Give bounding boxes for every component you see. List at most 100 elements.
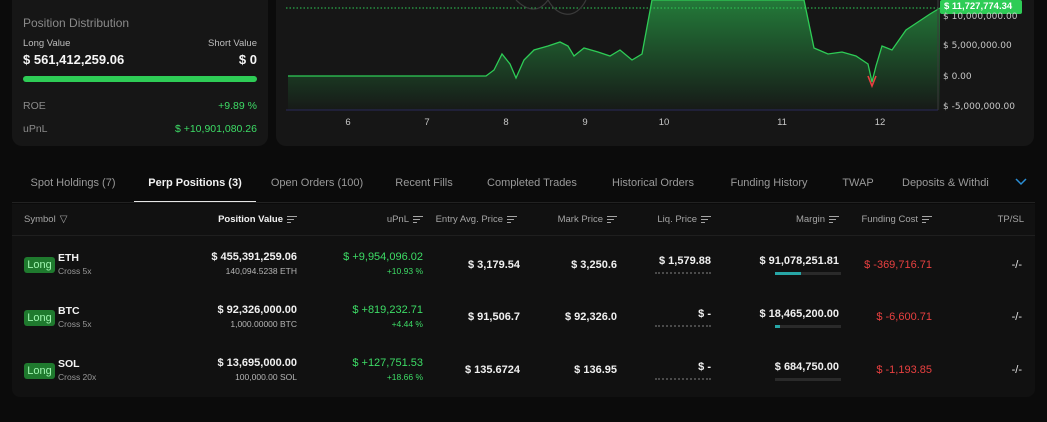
leverage-label: Cross 5x [58, 266, 92, 276]
header-position-value-label: Position Value [218, 214, 283, 225]
coin-symbol[interactable]: ETH [58, 252, 79, 264]
watermark-swirl [515, 0, 549, 10]
margin-value: $ 684,750.00 [774, 361, 839, 373]
liq-distance-indicator [655, 325, 711, 327]
margin-usage-bar [775, 272, 841, 275]
mark-price: $ 92,326.0 [565, 311, 617, 323]
header-symbol-label: Symbol [24, 214, 56, 225]
entry-price: $ 91,506.7 [468, 311, 520, 323]
header-funding-cost[interactable]: Funding Cost [861, 214, 932, 225]
x-tick-label: 12 [874, 117, 886, 128]
pnl-negative-segment [867, 75, 877, 89]
y-tick-label: $ -5,000,000.00 [943, 102, 1015, 112]
upnl-value: $ +10,901,080.26 [174, 123, 257, 135]
tab-historical-orders[interactable]: Historical Orders [612, 176, 694, 189]
tabs-more-chevron-icon[interactable] [1011, 172, 1031, 192]
liq-price: $ - [698, 308, 711, 320]
position-value: $ 92,326,000.00 [217, 304, 297, 316]
leverage-label: Cross 20x [58, 372, 97, 382]
header-liq-price[interactable]: Liq. Price [657, 214, 711, 225]
position-value: $ 455,391,259.06 [211, 251, 297, 263]
header-position-value[interactable]: Position Value [218, 214, 297, 225]
tab-recent-fills[interactable]: Recent Fills [395, 176, 453, 189]
pnl-chart-panel[interactable]: $ 11,727,774.34 $ 10,000,000.00 $ 5,000,… [276, 0, 1034, 146]
leverage-label: Cross 5x [58, 319, 92, 329]
header-mark-price-label: Mark Price [557, 214, 603, 225]
funding-cost: $ -6,600.71 [876, 311, 932, 323]
side-badge: Long [24, 310, 55, 326]
header-funding-cost-label: Funding Cost [861, 214, 918, 225]
mark-price: $ 3,250.6 [571, 259, 617, 271]
margin-usage-fill [775, 325, 781, 328]
margin-usage-fill [775, 272, 802, 275]
watermark-swirl [547, 0, 587, 15]
position-size: 1,000.00000 BTC [230, 319, 297, 329]
sort-icon[interactable] [413, 216, 423, 223]
tab-completed-trades[interactable]: Completed Trades [487, 176, 577, 189]
tpsl-value[interactable]: -/- [1011, 364, 1022, 376]
long-value: $ 561,412,259.06 [23, 52, 125, 67]
positions-tab-bar: Spot Holdings (7) Perp Positions (3) Ope… [12, 163, 1035, 203]
funding-cost: $ -369,716.71 [864, 259, 932, 271]
x-tick-label: 9 [582, 117, 588, 128]
mark-price: $ 136.95 [574, 364, 617, 376]
tpsl-value[interactable]: -/- [1011, 259, 1022, 271]
funding-cost: $ -1,193.85 [876, 364, 932, 376]
coin-symbol[interactable]: BTC [58, 305, 80, 317]
tpsl-value[interactable]: -/- [1011, 311, 1022, 323]
sort-icon[interactable] [287, 216, 297, 223]
perp-positions-table: Symbol ▽ Position Value uPnL Entry Avg. … [12, 204, 1035, 397]
roe-label: ROE [23, 100, 46, 112]
liq-price: $ - [698, 361, 711, 373]
short-value: $ 0 [238, 52, 257, 67]
current-value-badge: $ 11,727,774.34 [940, 0, 1022, 14]
sort-icon[interactable] [701, 216, 711, 223]
table-row[interactable]: Long ETH Cross 5x $ 455,391,259.06 140,0… [12, 237, 1035, 290]
tab-perp-positions[interactable]: Perp Positions (3) [134, 163, 256, 202]
sort-icon[interactable] [922, 216, 932, 223]
position-value: $ 13,695,000.00 [217, 357, 297, 369]
tab-twap[interactable]: TWAP [842, 176, 874, 189]
coin-symbol[interactable]: SOL [58, 358, 80, 370]
upnl-percent: +4.44 % [391, 319, 423, 329]
x-tick-label: 10 [658, 117, 670, 128]
x-tick-label: 8 [503, 117, 509, 128]
filter-icon[interactable]: ▽ [59, 214, 68, 225]
pnl-chart[interactable] [276, 0, 1034, 146]
liq-distance-indicator [655, 378, 711, 380]
upnl-value: $ +819,232.71 [352, 304, 423, 316]
header-upnl[interactable]: uPnL [387, 214, 423, 225]
tab-funding-history[interactable]: Funding History [730, 176, 808, 189]
header-margin[interactable]: Margin [796, 214, 839, 225]
header-symbol[interactable]: Symbol ▽ [24, 214, 67, 225]
sort-icon[interactable] [607, 216, 617, 223]
sort-icon[interactable] [507, 216, 517, 223]
short-value-label: Short Value [208, 38, 257, 49]
margin-value: $ 18,465,200.00 [759, 308, 839, 320]
header-mark-price[interactable]: Mark Price [558, 214, 617, 225]
y-tick-label: $ 10,000,000.00 [943, 12, 1018, 22]
margin-usage-bar [775, 378, 841, 381]
tab-deposits-withdrawals[interactable]: Deposits & Withdi [902, 176, 989, 189]
y-tick-label: $ 5,000,000.00 [943, 41, 1012, 51]
margin-value: $ 91,078,251.81 [759, 255, 839, 267]
table-row[interactable]: Long BTC Cross 5x $ 92,326,000.00 1,000.… [12, 291, 1035, 344]
header-margin-label: Margin [795, 214, 825, 225]
x-tick-label: 11 [777, 117, 787, 128]
position-distribution-panel: Position Distribution Long Value Short V… [12, 0, 268, 146]
position-distribution-title: Position Distribution [23, 16, 130, 30]
upnl-value: $ +9,954,096.02 [343, 251, 423, 263]
liq-price: $ 1,579.88 [659, 255, 711, 267]
tab-spot-holdings[interactable]: Spot Holdings (7) [30, 176, 116, 189]
table-header: Symbol ▽ Position Value uPnL Entry Avg. … [12, 204, 1035, 236]
header-entry-price[interactable]: Entry Avg. Price [436, 214, 517, 225]
long-value-label: Long Value [23, 38, 71, 49]
upnl-value: $ +127,751.53 [352, 357, 423, 369]
x-tick-label: 6 [345, 117, 351, 128]
upnl-label: uPnL [23, 123, 48, 135]
long-short-ratio-bar [23, 76, 257, 82]
table-row[interactable]: Long SOL Cross 20x $ 13,695,000.00 100,0… [12, 344, 1035, 397]
sort-icon[interactable] [829, 216, 839, 223]
tab-open-orders[interactable]: Open Orders (100) [270, 176, 364, 189]
liq-distance-indicator [655, 272, 711, 274]
